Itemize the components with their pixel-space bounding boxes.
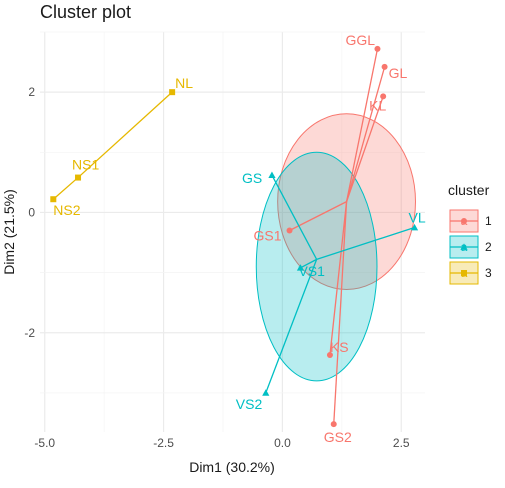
point-label-ggl: GGL	[345, 32, 375, 48]
point-label-ns1: NS1	[72, 157, 99, 173]
point-label-vs1: VS1	[298, 263, 325, 279]
x-tick-label: 2.5	[393, 436, 410, 450]
cluster-1-segment	[329, 201, 348, 356]
point-label-vs2: VS2	[236, 396, 263, 412]
x-tick-label: -2.5	[153, 436, 174, 450]
point-label-ks: KS	[330, 339, 349, 355]
legend-key-marker-1	[461, 218, 467, 224]
y-axis-ticks: -2 0 2	[24, 85, 35, 340]
legend-label-3: 3	[485, 266, 492, 280]
data-point-ks	[326, 352, 333, 359]
data-point-kl	[380, 93, 387, 100]
data-point-ns1	[75, 174, 82, 181]
cluster-segments	[52, 48, 415, 425]
y-tick-label: 2	[28, 85, 35, 99]
data-point-nl	[169, 89, 176, 96]
x-tick-label: 0.0	[274, 436, 291, 450]
legend-label-1: 1	[485, 214, 492, 228]
x-axis-ticks: -5.0 -2.5 0.0 2.5	[34, 436, 409, 450]
data-point-ns2	[50, 196, 57, 203]
data-point-vl	[410, 223, 419, 231]
legend-key-marker-3	[461, 270, 467, 276]
cluster-ellipses	[255, 113, 416, 382]
data-point-ggl	[374, 45, 381, 52]
point-label-vl: VL	[409, 209, 426, 225]
data-point-vs1	[296, 264, 305, 271]
point-label-gs1: GS1	[254, 227, 282, 243]
point-label-gl: GL	[389, 65, 408, 81]
cluster-1-segment	[333, 201, 348, 425]
legend-key-glyph-2: a	[461, 240, 468, 254]
cluster-2-segment	[271, 174, 318, 260]
legend-key-glyph-1: a	[461, 214, 468, 228]
x-tick-label: -5.0	[34, 436, 55, 450]
data-point-gl	[381, 63, 388, 70]
x-axis-title: Dim1 (30.2%)	[189, 459, 275, 475]
cluster-3-hull-edge	[77, 91, 173, 179]
grid	[40, 31, 425, 432]
data-point-vs2	[262, 389, 270, 396]
cluster-2-segment	[265, 259, 318, 394]
cluster-1-segment	[345, 48, 379, 202]
legend-key-marker-2	[460, 243, 468, 250]
cluster-1-segment	[345, 66, 386, 202]
point-label-gs: GS	[242, 170, 262, 186]
data-point-gs1	[286, 227, 293, 234]
data-point-gs2	[330, 421, 337, 428]
data-point-gs	[268, 171, 276, 179]
cluster-3-hull-edge	[52, 177, 79, 200]
legend-key-glyph-3: a	[461, 266, 468, 280]
point-label-gs2: GS2	[324, 429, 352, 445]
legend-label-2: 2	[485, 240, 492, 254]
point-label-nl: NL	[175, 75, 193, 91]
cluster-1-segment	[345, 96, 384, 202]
y-axis-title: Dim2 (21.5%)	[1, 189, 17, 275]
cluster-2-segment	[316, 226, 415, 260]
cluster-2-ellipse	[255, 151, 378, 382]
y-tick-label: 0	[28, 205, 35, 219]
point-label-ns2: NS2	[53, 202, 80, 218]
legend: cluster a 1 a 2 a 3	[448, 182, 492, 285]
cluster-2-segment	[300, 258, 317, 269]
chart-title: Cluster plot	[40, 2, 131, 22]
point-label-kl: KL	[369, 97, 386, 113]
y-tick-label: -2	[24, 326, 35, 340]
legend-title: cluster	[448, 182, 490, 198]
